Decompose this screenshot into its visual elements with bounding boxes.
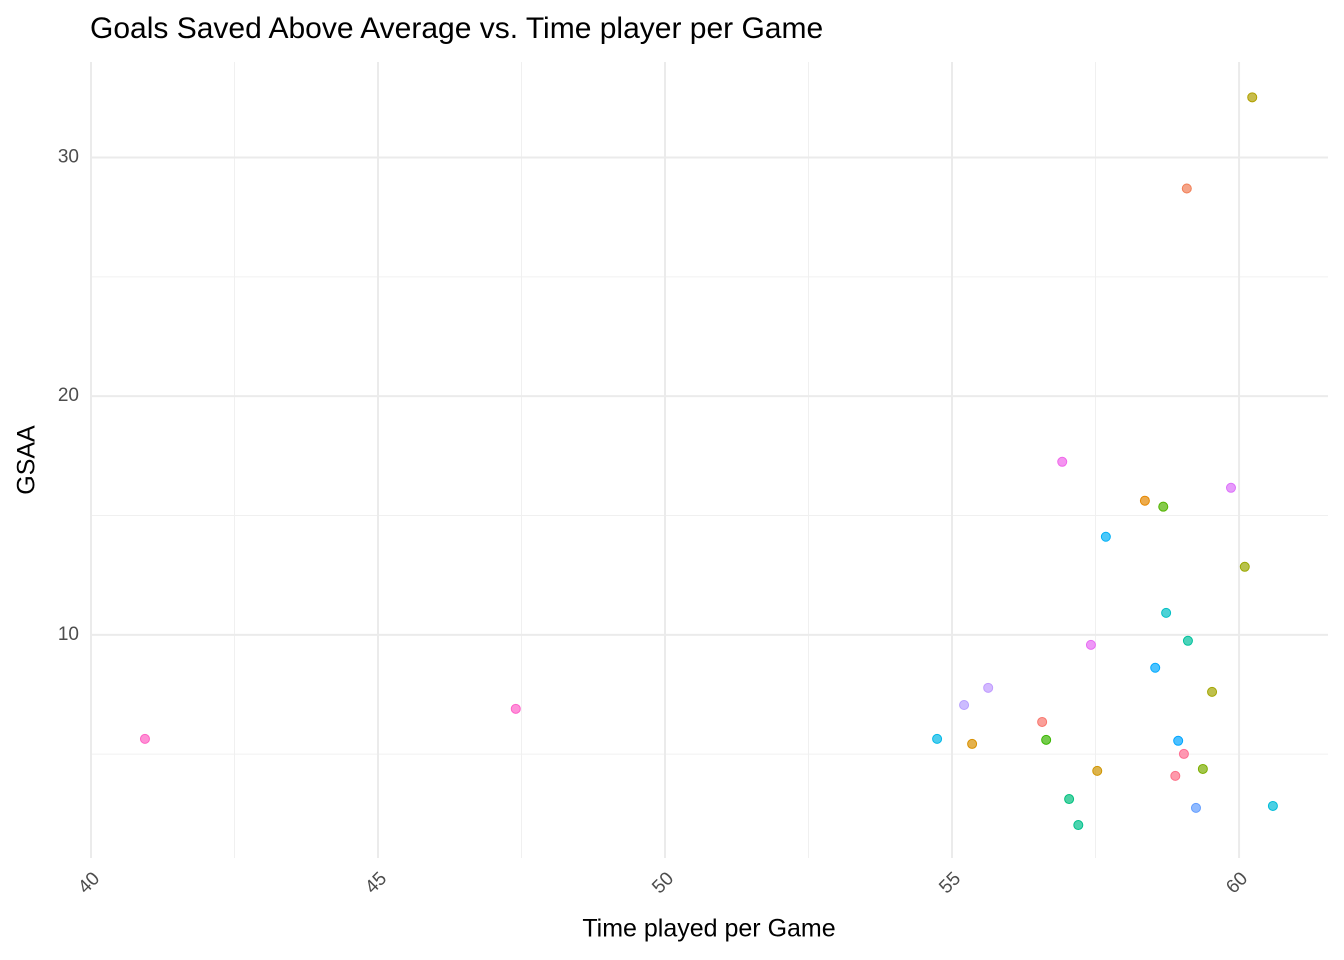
point <box>1190 802 1201 813</box>
point <box>1092 765 1103 776</box>
point <box>1182 635 1193 646</box>
point <box>1181 183 1192 194</box>
y-tick-label: 30 <box>58 146 79 167</box>
point <box>1064 794 1075 805</box>
x-tick-label: 55 <box>935 868 965 898</box>
point <box>932 733 943 744</box>
point <box>1041 734 1052 745</box>
point <box>1158 501 1169 512</box>
point <box>1173 735 1184 746</box>
x-tick-label: 50 <box>648 868 678 898</box>
chart-title: Goals Saved Above Average vs. Time playe… <box>90 12 823 45</box>
point <box>1073 820 1084 831</box>
point <box>1225 482 1236 493</box>
point <box>1161 607 1172 618</box>
point <box>1197 763 1208 774</box>
y-axis-label: GSAA <box>13 425 41 495</box>
y-tick-label: 20 <box>58 385 79 406</box>
point <box>1057 456 1068 467</box>
point <box>983 682 994 693</box>
point <box>1150 662 1161 673</box>
point <box>1037 716 1048 727</box>
point <box>1139 495 1150 506</box>
x-tick-label: 45 <box>361 868 391 898</box>
point <box>959 700 970 711</box>
point <box>1247 92 1258 103</box>
y-tick-label: 10 <box>58 624 79 645</box>
point <box>1239 561 1250 572</box>
point <box>1267 800 1278 811</box>
point <box>139 733 150 744</box>
point <box>1085 639 1096 650</box>
point <box>967 738 978 749</box>
x-tick-label: 40 <box>74 868 104 898</box>
point <box>1178 748 1189 759</box>
point <box>1100 531 1111 542</box>
x-tick-label: 60 <box>1222 868 1252 898</box>
point <box>1207 686 1218 697</box>
x-axis-label: Time played per Game <box>582 915 835 943</box>
point <box>510 703 521 714</box>
point <box>1170 770 1181 781</box>
